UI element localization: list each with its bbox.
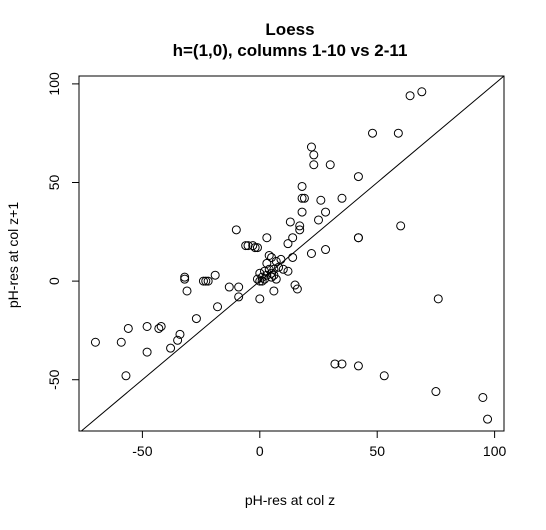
data-point bbox=[262, 233, 272, 243]
data-point bbox=[283, 239, 293, 249]
x-tick-label: -50 bbox=[132, 443, 152, 459]
data-point bbox=[191, 314, 201, 324]
y-tick-label: -50 bbox=[46, 369, 62, 389]
data-point bbox=[295, 225, 305, 235]
data-point bbox=[257, 276, 267, 286]
y-axis: -50 0 50 100 bbox=[46, 72, 79, 390]
data-point bbox=[276, 254, 286, 264]
data-point bbox=[123, 323, 133, 333]
data-point bbox=[278, 264, 288, 274]
chart-subtitle: h=(1,0), columns 1-10 vs 2-11 bbox=[173, 41, 408, 60]
data-point bbox=[198, 276, 208, 286]
data-point bbox=[483, 414, 493, 424]
data-point bbox=[297, 181, 307, 191]
y-tick-label: 100 bbox=[46, 72, 62, 96]
y-tick-label: 0 bbox=[46, 277, 62, 285]
data-point bbox=[297, 207, 307, 217]
data-point bbox=[180, 274, 190, 284]
data-point bbox=[262, 258, 272, 268]
data-point bbox=[180, 272, 190, 282]
data-point bbox=[379, 371, 389, 381]
data-point bbox=[309, 150, 319, 160]
data-point bbox=[353, 361, 363, 371]
data-point bbox=[250, 243, 260, 253]
data-point bbox=[241, 241, 251, 251]
data-point bbox=[431, 387, 441, 397]
data-point bbox=[203, 276, 213, 286]
data-point bbox=[90, 337, 100, 347]
data-point bbox=[264, 250, 274, 260]
data-point bbox=[121, 371, 131, 381]
chart-title: Loess bbox=[265, 20, 314, 39]
data-point bbox=[252, 274, 262, 284]
x-axis: -50 0 50 100 bbox=[132, 431, 507, 459]
data-point bbox=[142, 347, 152, 357]
data-point bbox=[116, 337, 126, 347]
data-point bbox=[295, 221, 305, 231]
data-point bbox=[262, 270, 272, 280]
data-point bbox=[337, 193, 347, 203]
x-axis-label: pH-res at col z bbox=[245, 492, 335, 508]
data-point bbox=[285, 217, 295, 227]
data-point bbox=[309, 160, 319, 170]
data-point bbox=[478, 392, 488, 402]
data-point bbox=[288, 252, 298, 262]
x-tick-label: 50 bbox=[369, 443, 385, 459]
data-point bbox=[283, 266, 293, 276]
data-point bbox=[297, 193, 307, 203]
data-point bbox=[316, 195, 326, 205]
x-tick-label: 100 bbox=[483, 443, 507, 459]
data-point bbox=[299, 193, 309, 203]
y-axis-label: pH-res at col z+1 bbox=[5, 202, 21, 308]
data-point bbox=[175, 329, 185, 339]
data-point bbox=[314, 215, 324, 225]
data-point bbox=[166, 343, 176, 353]
data-point bbox=[405, 91, 415, 101]
data-point bbox=[234, 292, 244, 302]
data-point bbox=[393, 128, 403, 138]
data-point bbox=[417, 87, 427, 97]
data-point bbox=[231, 225, 241, 235]
data-point bbox=[271, 256, 281, 266]
data-point bbox=[234, 282, 244, 292]
data-point bbox=[271, 274, 281, 284]
data-point bbox=[267, 272, 277, 282]
data-point bbox=[306, 142, 316, 152]
data-point bbox=[269, 286, 279, 296]
data-point bbox=[353, 233, 363, 243]
data-point bbox=[213, 302, 223, 312]
x-tick-label: 0 bbox=[256, 443, 264, 459]
data-point bbox=[330, 359, 340, 369]
data-point bbox=[274, 262, 284, 272]
points-group bbox=[90, 87, 493, 424]
data-point bbox=[224, 282, 234, 292]
data-point bbox=[257, 272, 267, 282]
data-point bbox=[252, 243, 262, 253]
data-point bbox=[292, 284, 302, 294]
data-point bbox=[396, 221, 406, 231]
data-point bbox=[248, 241, 258, 251]
data-point bbox=[353, 172, 363, 182]
data-point bbox=[255, 294, 265, 304]
data-point bbox=[288, 233, 298, 243]
data-point bbox=[321, 245, 331, 255]
data-point bbox=[154, 323, 164, 333]
plot-frame bbox=[78, 75, 505, 432]
data-point bbox=[325, 160, 335, 170]
data-point bbox=[337, 359, 347, 369]
data-point bbox=[243, 241, 253, 251]
y-tick-label: 50 bbox=[46, 175, 62, 191]
data-point bbox=[368, 128, 378, 138]
data-point bbox=[201, 276, 211, 286]
data-point bbox=[306, 249, 316, 258]
data-point bbox=[210, 270, 220, 280]
data-point bbox=[269, 264, 279, 274]
data-point bbox=[142, 321, 152, 331]
data-point bbox=[182, 286, 192, 296]
data-point bbox=[433, 294, 443, 304]
data-point bbox=[321, 207, 331, 217]
data-point bbox=[173, 335, 183, 345]
data-point bbox=[156, 321, 166, 331]
